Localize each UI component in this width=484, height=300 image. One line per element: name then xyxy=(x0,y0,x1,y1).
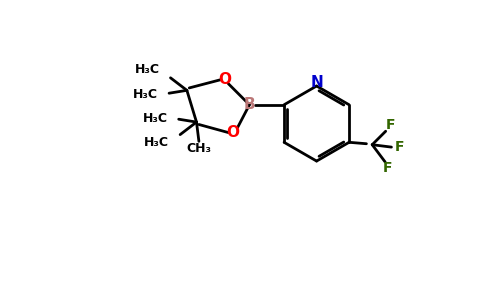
Text: F: F xyxy=(383,161,393,175)
Text: CH₃: CH₃ xyxy=(186,142,212,155)
Text: F: F xyxy=(386,118,395,133)
Text: O: O xyxy=(226,125,239,140)
Text: O: O xyxy=(218,72,231,87)
Text: H₃C: H₃C xyxy=(144,136,169,149)
Text: F: F xyxy=(395,140,404,154)
Text: B: B xyxy=(243,97,255,112)
Text: H₃C: H₃C xyxy=(143,112,167,125)
Text: H₃C: H₃C xyxy=(135,63,159,76)
Text: H₃C: H₃C xyxy=(133,88,158,101)
Text: N: N xyxy=(310,75,323,90)
